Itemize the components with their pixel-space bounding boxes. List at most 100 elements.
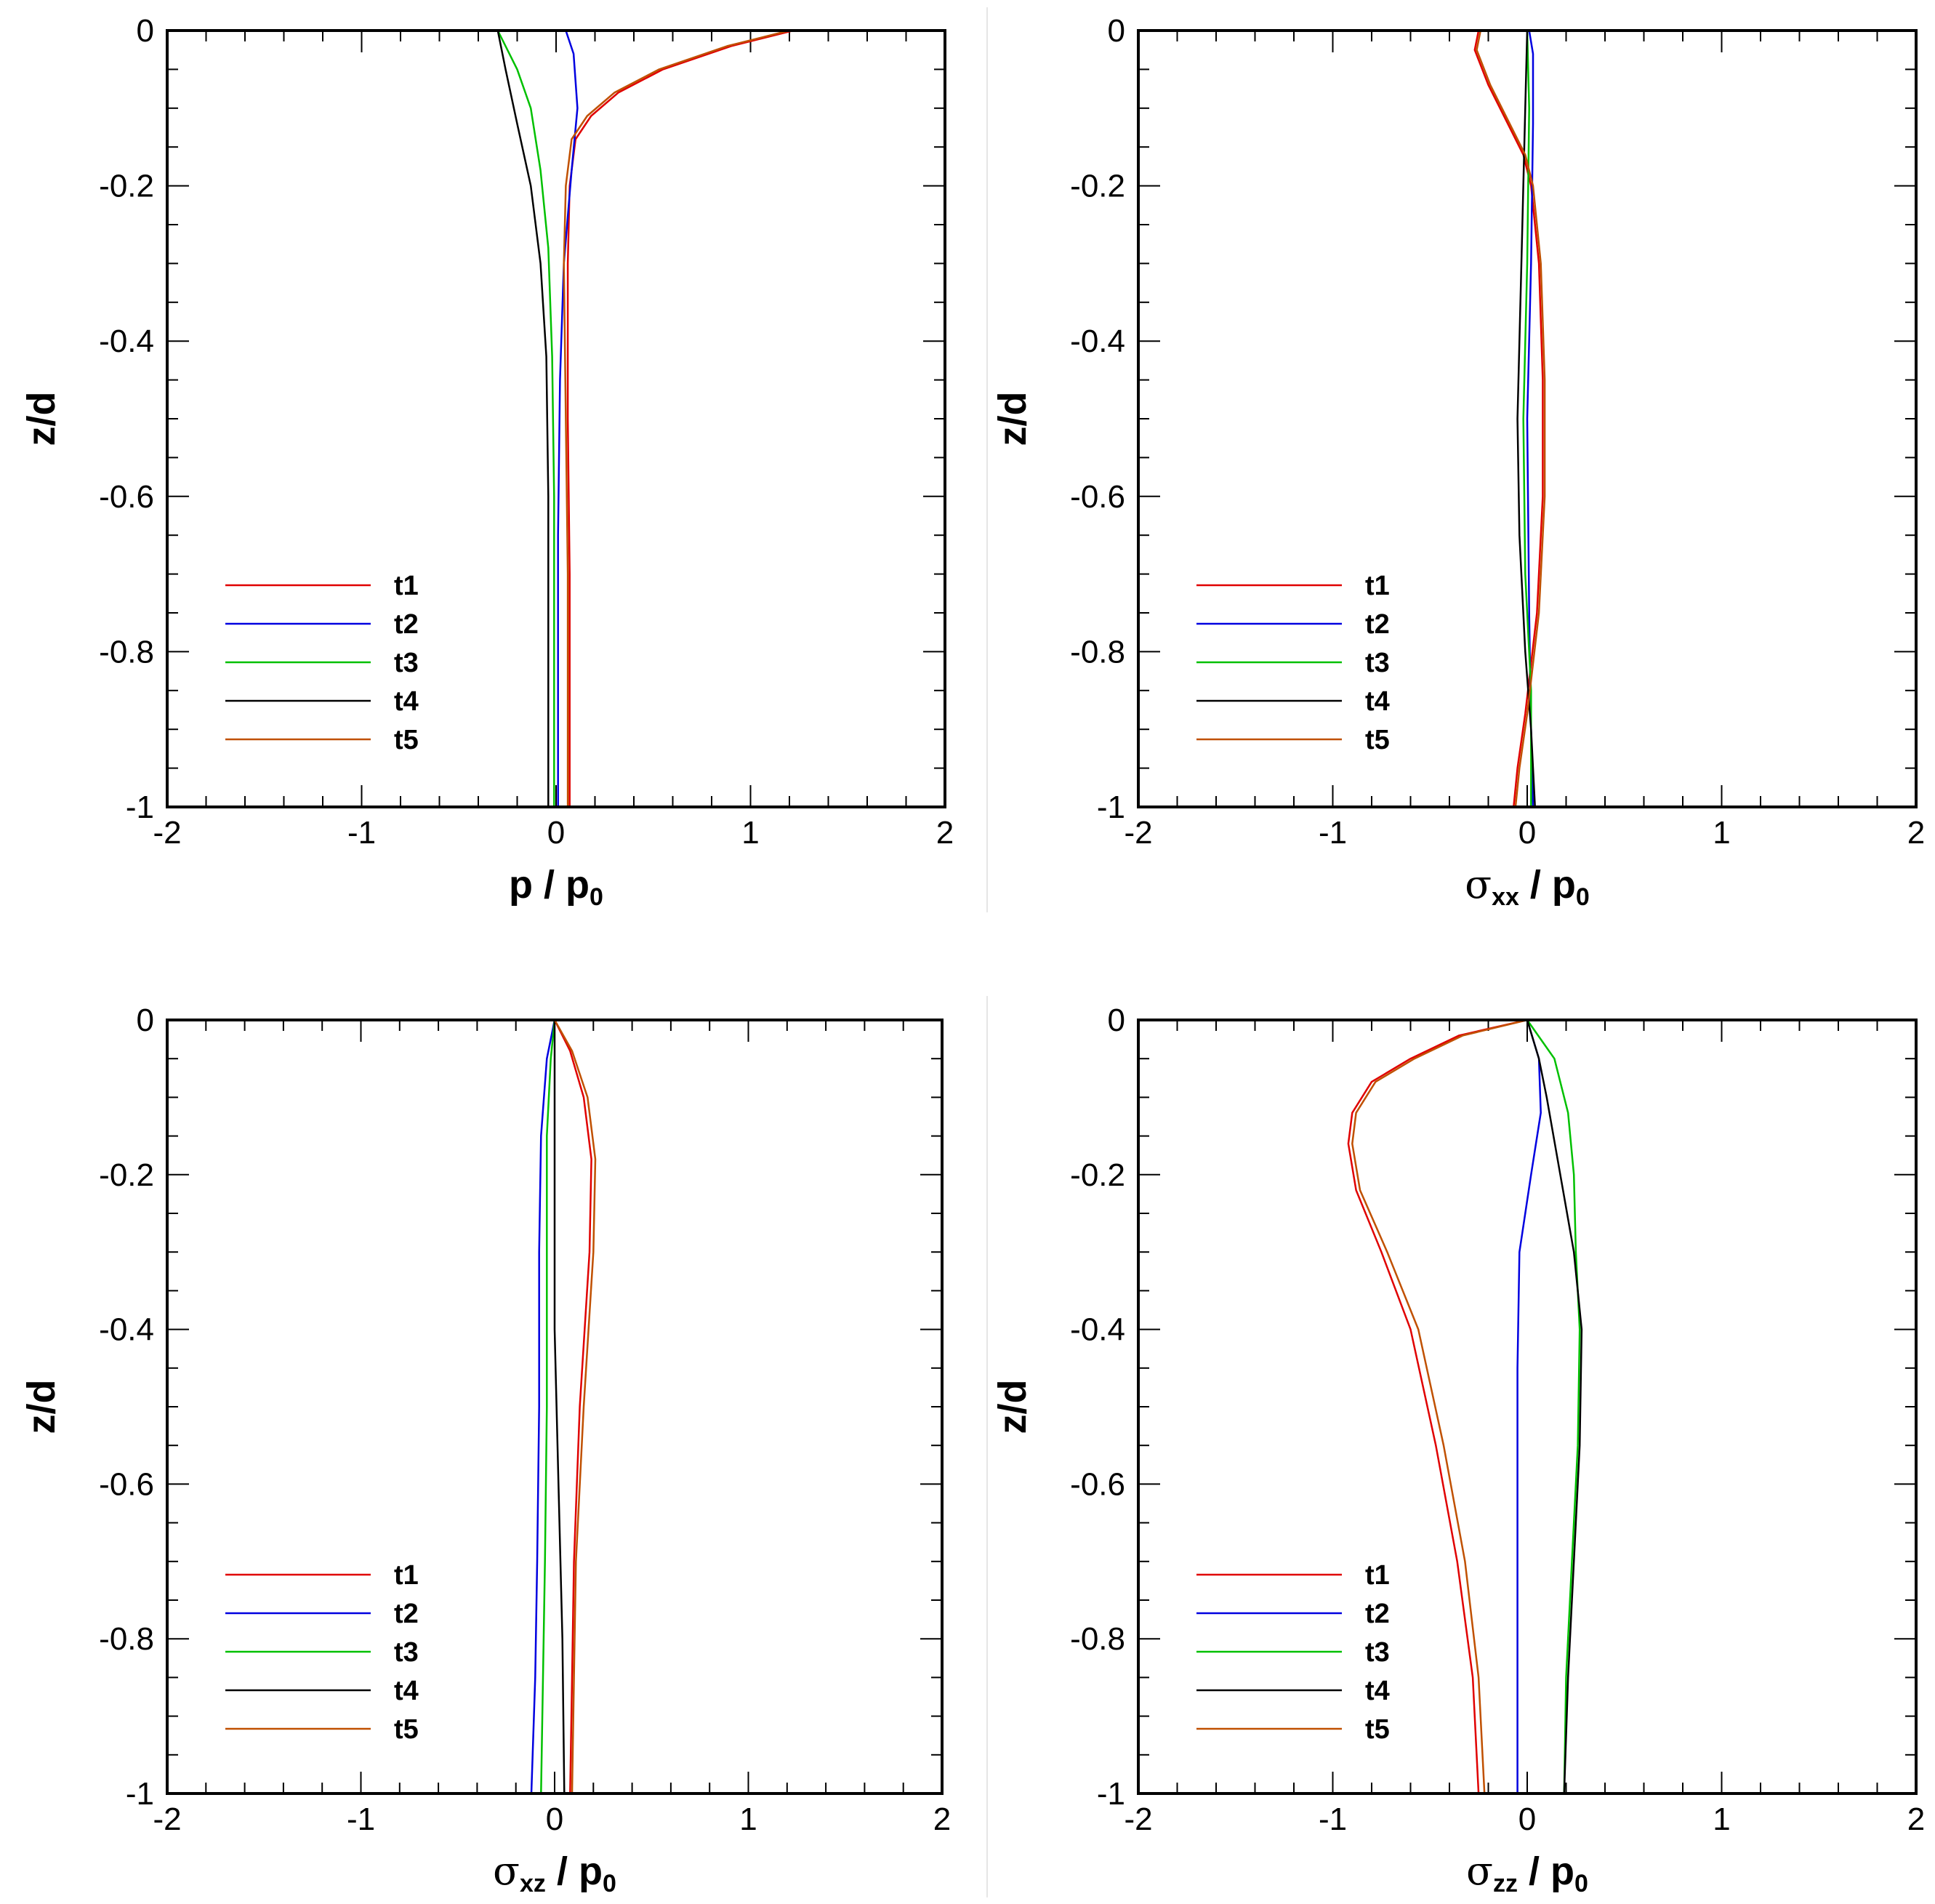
legend-label-t4: t4 [1365, 686, 1390, 717]
legend-label-t2: t2 [1365, 1599, 1390, 1629]
x-tick-label: 2 [1907, 815, 1925, 851]
x-tick-label: -1 [347, 1801, 375, 1837]
series-line-t1 [566, 29, 794, 807]
y-axis-title: z/d [20, 392, 63, 446]
y-tick-label: -0.4 [99, 324, 154, 359]
y-tick-label: -0.2 [1070, 1157, 1125, 1193]
y-tick-label: -0.8 [1070, 1621, 1125, 1657]
legend-label-t5: t5 [394, 725, 419, 755]
series-line-t1 [553, 1019, 592, 1794]
series-line-t2 [530, 1019, 556, 1794]
x-tick-label: -2 [153, 1801, 181, 1837]
legend: t1 t2 t3 t4 t5 [225, 1560, 419, 1745]
x-tick-label: 2 [933, 1801, 951, 1837]
x-tick-label: 1 [1713, 1801, 1730, 1837]
y-tick-label: 0 [137, 1003, 154, 1038]
y-tick-label: 0 [1108, 13, 1125, 49]
y-tick-label: 0 [137, 13, 154, 49]
y-tick-label: -0.2 [1070, 169, 1125, 204]
x-axis-title-subscript-2: 0 [603, 1870, 616, 1897]
legend-label-t3: t3 [394, 648, 419, 678]
y-tick-label: -0.4 [1070, 324, 1125, 359]
legend-label-t4: t4 [394, 686, 419, 717]
legend-label-t4: t4 [1365, 1676, 1390, 1706]
y-tick-label: -0.6 [99, 1466, 154, 1502]
x-axis-title-suffix: / p [1519, 863, 1576, 907]
series-line-t5 [563, 29, 790, 807]
x-axis-title: σxz / p0 [493, 1848, 616, 1897]
plot-frame [166, 29, 946, 808]
y-tick-label: -1 [126, 1776, 154, 1812]
series-line-t4 [1526, 1019, 1583, 1794]
y-tick-label: -0.6 [1070, 1466, 1125, 1502]
plot-frame [166, 1019, 944, 1795]
x-tick-label: 1 [741, 815, 759, 851]
x-tick-label: 0 [547, 815, 565, 851]
y-tick-label: -0.6 [99, 479, 154, 515]
series-line-t5 [1351, 1019, 1528, 1794]
legend: t1 t2 t3 t4 t5 [1196, 571, 1390, 755]
series-line-t4 [1516, 30, 1536, 808]
series-line-t4 [496, 30, 550, 807]
legend-label-t3: t3 [1365, 648, 1390, 678]
y-axis-title: z/d [991, 1380, 1034, 1434]
x-axis-title-suffix: / p [546, 1849, 603, 1893]
y-tick-label: -0.4 [99, 1312, 154, 1348]
x-axis-title-main: σ [1465, 861, 1492, 907]
x-axis-title-main: σ [493, 1848, 520, 1894]
y-axis-title: z/d [991, 392, 1034, 446]
y-tick-label: -0.8 [99, 634, 154, 670]
x-tick-label: 2 [1907, 1801, 1925, 1837]
series-line-t5 [1476, 30, 1546, 808]
x-tick-label: -2 [153, 815, 181, 851]
y-tick-label: -0.8 [1070, 634, 1125, 670]
x-tick-label: -2 [1124, 815, 1152, 851]
x-tick-label: 0 [1518, 1801, 1536, 1837]
x-tick-label: 0 [546, 1801, 563, 1837]
y-axis-title: z/d [20, 1380, 63, 1434]
legend-label-t5: t5 [394, 1714, 419, 1745]
legend-label-t2: t2 [1365, 609, 1390, 640]
legend-label-t5: t5 [1365, 1714, 1390, 1745]
series-line-t1 [1347, 1019, 1528, 1794]
legend-label-t3: t3 [1365, 1637, 1390, 1668]
legend-label-t5: t5 [1365, 725, 1390, 755]
x-tick-label: -2 [1124, 1801, 1152, 1837]
x-axis-title: p / p0 [509, 863, 603, 911]
y-tick-label: -0.8 [99, 1621, 154, 1657]
y-tick-label: -0.2 [99, 169, 154, 204]
legend-label-t3: t3 [394, 1637, 419, 1668]
y-tick-label: -1 [1097, 1776, 1125, 1812]
x-axis-title: σxx / p0 [1465, 861, 1590, 911]
chart-panel-top-left: -2 -1 0 1 20-0.2-0.4-0.6-0.8-1z/dp / p0t1t2t… [20, 13, 954, 911]
legend-label-t4: t4 [394, 1676, 419, 1706]
y-tick-label: -1 [1097, 790, 1125, 825]
legend-label-t1: t1 [1365, 571, 1390, 601]
x-axis-title-subscript: 0 [590, 883, 603, 911]
plot-frame [1137, 1019, 1918, 1795]
x-axis-title: σzz / p0 [1466, 1848, 1588, 1897]
x-tick-label: -1 [347, 815, 376, 851]
x-tick-label: 1 [1713, 815, 1730, 851]
x-axis-title-subscript: zz [1493, 1870, 1518, 1897]
legend: t1 t2 t3 t4 t5 [225, 571, 419, 755]
series-line-t2 [1516, 1019, 1542, 1793]
series-line-t3 [1522, 30, 1532, 807]
x-tick-label: 2 [936, 815, 954, 851]
legend-label-t1: t1 [394, 571, 419, 601]
series-line-t3 [540, 1019, 556, 1794]
series-line-t5 [553, 1019, 597, 1794]
x-tick-label: 1 [739, 1801, 757, 1837]
legend-label-t1: t1 [394, 1560, 419, 1591]
x-tick-label: -1 [1319, 1801, 1347, 1837]
legend-label-t2: t2 [394, 609, 419, 640]
x-axis-title-main: p / p [509, 863, 590, 907]
y-tick-label: 0 [1108, 1003, 1125, 1038]
series-line-t4 [553, 1020, 566, 1794]
x-axis-title-subscript-2: 0 [1576, 883, 1590, 911]
y-tick-label: -1 [126, 790, 154, 825]
